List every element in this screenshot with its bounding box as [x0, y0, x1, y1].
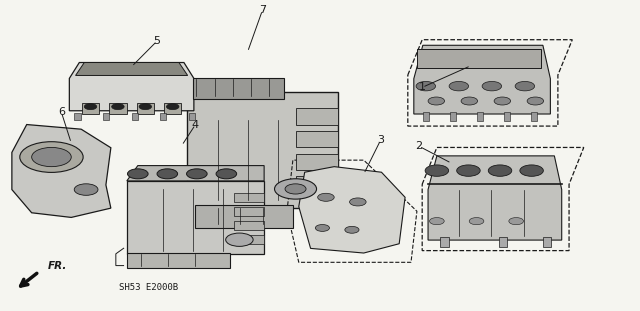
- Circle shape: [469, 218, 484, 225]
- Circle shape: [127, 169, 148, 179]
- Circle shape: [461, 97, 477, 105]
- Circle shape: [449, 81, 468, 91]
- Circle shape: [84, 104, 97, 110]
- Circle shape: [494, 97, 511, 105]
- Bar: [531, 112, 537, 121]
- Bar: [543, 237, 552, 248]
- Circle shape: [31, 147, 71, 167]
- Bar: [234, 193, 264, 202]
- Bar: [193, 78, 284, 99]
- Text: SH53 E2000B: SH53 E2000B: [119, 283, 178, 292]
- Circle shape: [416, 81, 436, 91]
- Bar: [234, 221, 264, 230]
- Text: 2: 2: [415, 141, 422, 151]
- Bar: [477, 112, 483, 121]
- Bar: [189, 113, 195, 120]
- Bar: [160, 113, 166, 120]
- Circle shape: [527, 97, 543, 105]
- Bar: [136, 103, 154, 114]
- Polygon shape: [12, 124, 111, 217]
- Bar: [82, 103, 99, 114]
- Bar: [296, 109, 337, 124]
- Polygon shape: [76, 63, 188, 76]
- Circle shape: [429, 218, 444, 225]
- Bar: [127, 181, 264, 254]
- Text: 6: 6: [58, 107, 65, 117]
- Polygon shape: [414, 45, 550, 114]
- Bar: [188, 92, 337, 208]
- Text: 1: 1: [419, 82, 426, 92]
- Circle shape: [285, 184, 306, 194]
- Bar: [164, 103, 181, 114]
- Polygon shape: [299, 167, 405, 253]
- Bar: [296, 131, 337, 147]
- Bar: [296, 154, 337, 169]
- Circle shape: [317, 193, 334, 201]
- Text: 4: 4: [192, 119, 199, 130]
- Polygon shape: [428, 156, 562, 240]
- Bar: [127, 253, 230, 268]
- Bar: [109, 103, 127, 114]
- Bar: [417, 49, 541, 67]
- Circle shape: [275, 179, 317, 199]
- Bar: [499, 237, 508, 248]
- Polygon shape: [69, 63, 194, 111]
- Circle shape: [139, 104, 152, 110]
- Text: 3: 3: [377, 135, 384, 145]
- Circle shape: [157, 169, 178, 179]
- Circle shape: [520, 165, 543, 176]
- Circle shape: [112, 104, 124, 110]
- Circle shape: [316, 225, 330, 231]
- Circle shape: [216, 169, 237, 179]
- Circle shape: [74, 184, 98, 195]
- Circle shape: [488, 165, 512, 176]
- Bar: [450, 112, 456, 121]
- Text: FR.: FR.: [47, 261, 67, 271]
- Bar: [103, 113, 109, 120]
- Polygon shape: [127, 165, 264, 181]
- Bar: [234, 235, 264, 244]
- Bar: [296, 176, 337, 192]
- Circle shape: [186, 169, 207, 179]
- Circle shape: [166, 104, 179, 110]
- Bar: [440, 237, 449, 248]
- Circle shape: [226, 233, 253, 246]
- Circle shape: [425, 165, 449, 176]
- Circle shape: [457, 165, 480, 176]
- Circle shape: [482, 81, 502, 91]
- Bar: [132, 113, 138, 120]
- Circle shape: [509, 218, 524, 225]
- Circle shape: [349, 198, 366, 206]
- Bar: [234, 207, 264, 216]
- Circle shape: [345, 226, 359, 233]
- Bar: [195, 205, 292, 228]
- Circle shape: [515, 81, 534, 91]
- Bar: [74, 113, 81, 120]
- Bar: [423, 112, 429, 121]
- Circle shape: [428, 97, 445, 105]
- Text: 7: 7: [259, 5, 266, 15]
- Circle shape: [20, 142, 83, 172]
- Text: 5: 5: [154, 36, 161, 46]
- Bar: [504, 112, 510, 121]
